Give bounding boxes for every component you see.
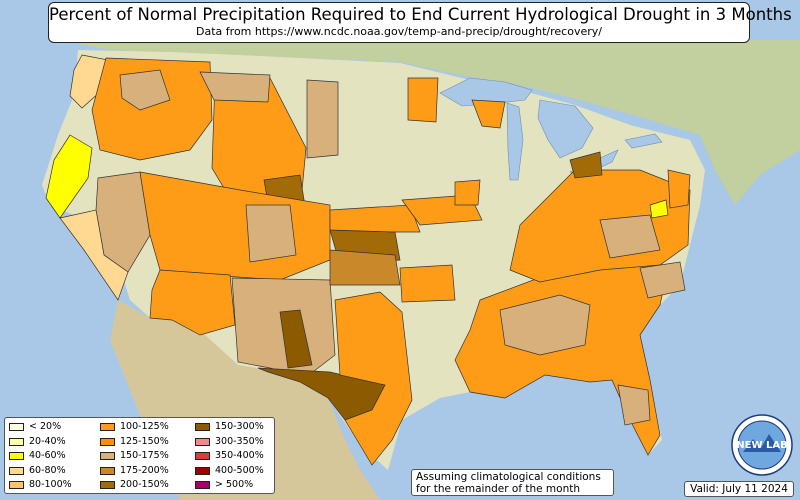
region-colorado-tan bbox=[245, 204, 297, 263]
title-box: Percent of Normal Precipitation Required… bbox=[48, 2, 792, 43]
legend-swatch bbox=[195, 452, 210, 460]
canada-landmass bbox=[60, 40, 800, 205]
region-texas-orange bbox=[334, 291, 413, 466]
legend-label: 20-40% bbox=[29, 435, 66, 447]
region-northwest-tan bbox=[119, 69, 171, 111]
legend-swatch bbox=[9, 466, 24, 475]
legend: < 20% 20-40% 40-60% 60-80% 80-100% 100-125% 12… bbox=[4, 417, 275, 494]
legend-swatch bbox=[195, 437, 210, 446]
legend-label: 200-150% bbox=[120, 479, 169, 490]
region-kansas-orange bbox=[329, 204, 421, 233]
lake-michigan bbox=[506, 102, 524, 181]
legend-swatch bbox=[100, 423, 115, 431]
legend-swatch bbox=[100, 452, 115, 460]
legend-label: 400-500% bbox=[215, 464, 264, 476]
legend-swatch bbox=[100, 481, 115, 489]
nelab-logo: NEW LAB bbox=[731, 414, 793, 476]
lake-huron bbox=[537, 99, 594, 159]
map-subtitle: Data from https://www.ncdc.noaa.gov/temp… bbox=[196, 25, 602, 38]
logo-text: NEW LAB bbox=[736, 440, 787, 451]
legend-label: 60-80% bbox=[29, 464, 66, 476]
legend-label: 40-60% bbox=[29, 450, 66, 461]
legend-label: < 20% bbox=[29, 421, 62, 432]
region-illinois-orange bbox=[454, 179, 481, 206]
legend-swatch bbox=[9, 437, 24, 446]
legend-swatch bbox=[9, 481, 24, 489]
legend-label: 125-150% bbox=[120, 435, 169, 447]
legend-swatch bbox=[195, 466, 210, 475]
note-line-1: Assuming climatological conditions bbox=[416, 471, 601, 483]
legend-label: 80-100% bbox=[29, 479, 72, 490]
region-dc-yellow bbox=[649, 199, 669, 219]
legend-swatch bbox=[9, 452, 24, 460]
legend-label: 350-400% bbox=[215, 450, 264, 461]
legend-label: 100-125% bbox=[120, 421, 169, 432]
region-nm-brown bbox=[279, 309, 313, 369]
assumption-note: Assuming climatological conditions for t… bbox=[411, 469, 614, 496]
region-kansas-mix bbox=[329, 249, 401, 286]
region-nc-tan bbox=[639, 261, 686, 299]
region-florida-tan bbox=[617, 384, 651, 426]
legend-label: 300-350% bbox=[215, 435, 264, 447]
valid-date: Valid: July 11 2024 bbox=[684, 481, 794, 497]
region-missouri-orange bbox=[399, 264, 456, 303]
region-southeast-tan bbox=[499, 294, 591, 356]
region-dakotas-tan bbox=[306, 79, 339, 159]
legend-swatch bbox=[9, 423, 24, 431]
map-title: Percent of Normal Precipitation Required… bbox=[49, 5, 792, 24]
region-cal-light bbox=[59, 209, 129, 301]
legend-swatch bbox=[195, 423, 210, 431]
drought-regions bbox=[45, 54, 691, 466]
legend-label: 150-175% bbox=[120, 450, 169, 461]
region-ohio-brown bbox=[569, 151, 603, 179]
region-michigan-orange bbox=[471, 99, 506, 129]
region-arizona bbox=[149, 269, 236, 336]
region-montana-tan bbox=[199, 71, 271, 103]
note-line-2: for the remainder of the month bbox=[416, 483, 581, 495]
region-appalachia-tan bbox=[599, 214, 661, 259]
legend-swatch bbox=[195, 481, 210, 489]
legend-swatch bbox=[100, 466, 115, 475]
region-ne-coast bbox=[667, 169, 691, 209]
lake-superior bbox=[439, 77, 533, 107]
legend-label: 150-300% bbox=[215, 421, 264, 432]
legend-label: > 500% bbox=[215, 479, 254, 490]
region-appalachia bbox=[509, 169, 691, 283]
region-minnesota-orange bbox=[407, 77, 439, 123]
legend-label: 175-200% bbox=[120, 464, 169, 476]
lake-ontario bbox=[624, 133, 663, 149]
legend-swatch bbox=[100, 437, 115, 446]
